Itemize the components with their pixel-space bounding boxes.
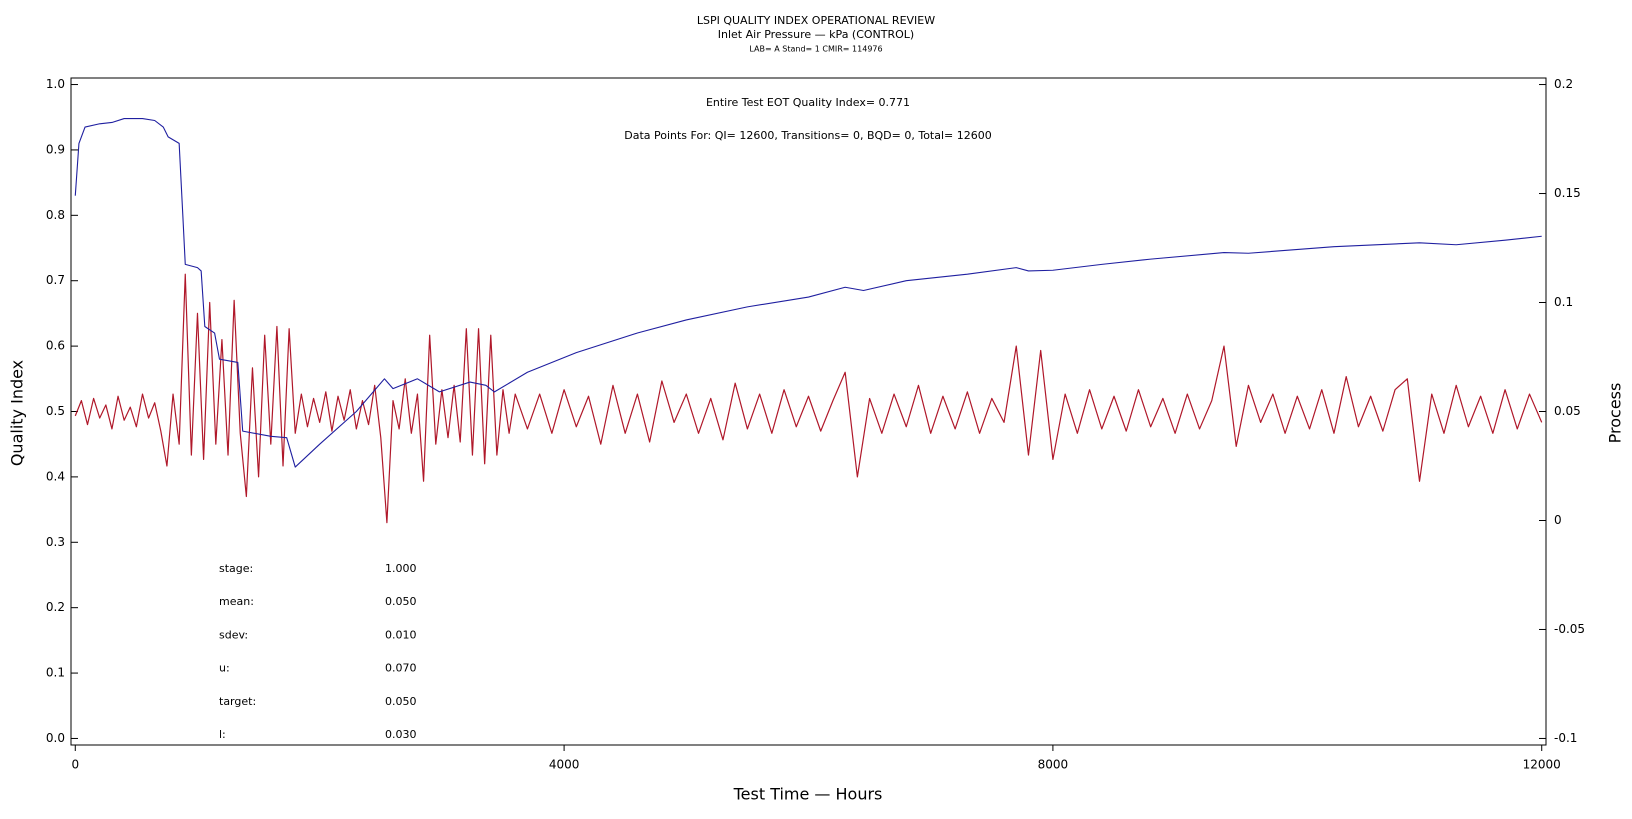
stat-label: mean: bbox=[219, 595, 254, 608]
y2-tick-label: 0.2 bbox=[1554, 77, 1573, 91]
annotation: Data Points For: QI= 12600, Transitions=… bbox=[624, 129, 992, 142]
y-tick-label: 0.0 bbox=[46, 731, 65, 745]
y2-tick-label: 0.1 bbox=[1554, 295, 1573, 309]
y2-tick-label: 0.15 bbox=[1554, 186, 1581, 200]
y2-axis-label: Process bbox=[1606, 383, 1625, 444]
y-tick-label: 0.9 bbox=[46, 142, 65, 156]
stat-value: 1.000 bbox=[385, 562, 417, 575]
chart-subtitle: Inlet Air Pressure — kPa (CONTROL) bbox=[718, 28, 914, 41]
stat-value: 0.070 bbox=[385, 662, 417, 675]
y-tick-label: 0.3 bbox=[46, 535, 65, 549]
y-tick-label: 0.5 bbox=[46, 404, 65, 418]
annotation: Entire Test EOT Quality Index= 0.771 bbox=[706, 96, 910, 109]
y-tick-label: 1.0 bbox=[46, 77, 65, 91]
x-tick-label: 12000 bbox=[1523, 758, 1561, 772]
y-tick-label: 0.8 bbox=[46, 208, 65, 222]
y-tick-label: 0.4 bbox=[46, 469, 65, 483]
x-tick-label: 8000 bbox=[1038, 758, 1069, 772]
stat-value: 0.010 bbox=[385, 628, 417, 641]
y-tick-label: 0.7 bbox=[46, 273, 65, 287]
x-axis-label: Test Time — Hours bbox=[733, 785, 883, 804]
x-tick-label: 0 bbox=[71, 758, 79, 772]
y-tick-label: 0.1 bbox=[46, 666, 65, 680]
plot-frame bbox=[70, 77, 1547, 746]
x-tick-label: 4000 bbox=[549, 758, 580, 772]
stat-label: stage: bbox=[219, 562, 253, 575]
y2-tick-label: 0 bbox=[1554, 513, 1562, 527]
stat-value: 0.050 bbox=[385, 695, 417, 708]
stat-label: target: bbox=[219, 695, 256, 708]
y-axis-label: Quality Index bbox=[8, 360, 27, 466]
data-line bbox=[74, 273, 1543, 524]
stat-value: 0.030 bbox=[385, 728, 417, 741]
stat-value: 0.050 bbox=[385, 595, 417, 608]
stat-label: u: bbox=[219, 662, 230, 675]
y-tick-label: 0.6 bbox=[46, 339, 65, 353]
chart-title: LSPI QUALITY INDEX OPERATIONAL REVIEW bbox=[697, 14, 935, 27]
data-line bbox=[74, 117, 1542, 468]
y2-tick-label: 0.05 bbox=[1554, 404, 1581, 418]
y-tick-label: 0.2 bbox=[46, 600, 65, 614]
stat-label: sdev: bbox=[219, 628, 248, 641]
chart-subtitle: LAB= A Stand= 1 CMIR= 114976 bbox=[749, 45, 882, 54]
stat-label: l: bbox=[219, 728, 226, 741]
y2-tick-label: -0.05 bbox=[1554, 622, 1585, 636]
y2-tick-label: -0.1 bbox=[1554, 731, 1577, 745]
